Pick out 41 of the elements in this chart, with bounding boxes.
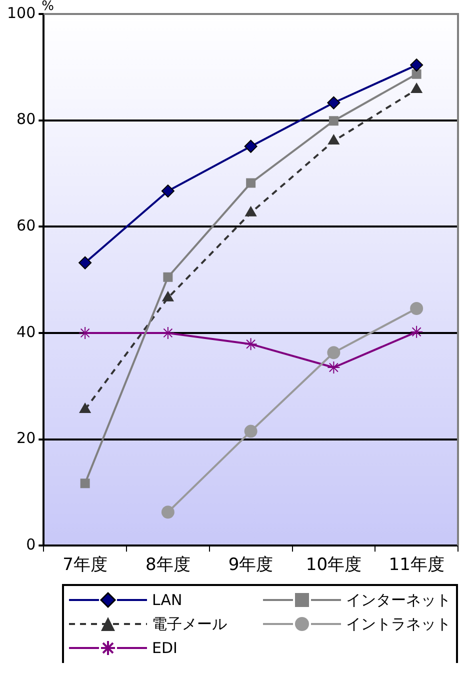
point bbox=[412, 69, 422, 79]
point bbox=[410, 302, 424, 316]
y-tick-label: 100 bbox=[6, 4, 36, 22]
x-tick-label: 7年度 bbox=[62, 555, 108, 576]
legend-label: イントラネット bbox=[346, 614, 451, 634]
point bbox=[244, 338, 258, 351]
point bbox=[78, 256, 92, 270]
y-tick-label: 20 bbox=[16, 429, 36, 448]
point bbox=[244, 140, 258, 153]
y-tick-label: 60 bbox=[16, 216, 36, 235]
point bbox=[162, 291, 174, 302]
point bbox=[161, 184, 174, 198]
y-tick-label: 80 bbox=[16, 110, 36, 128]
legend-label: EDI bbox=[152, 639, 178, 657]
point bbox=[410, 58, 424, 72]
point bbox=[245, 206, 257, 216]
point bbox=[161, 506, 174, 519]
point bbox=[246, 178, 256, 188]
point bbox=[80, 478, 90, 488]
x-tick-label: 8年度 bbox=[146, 555, 190, 576]
point bbox=[410, 325, 424, 338]
x-tick-label: 9年度 bbox=[228, 555, 274, 576]
point bbox=[410, 82, 422, 93]
point bbox=[327, 361, 340, 374]
legend-label: インターネット bbox=[346, 590, 451, 610]
point bbox=[244, 424, 258, 438]
y-axis-title: % bbox=[42, 0, 54, 14]
point bbox=[328, 116, 338, 126]
point bbox=[79, 403, 91, 414]
point bbox=[161, 326, 174, 340]
legend-label: LAN bbox=[152, 591, 182, 609]
point bbox=[328, 134, 340, 145]
point bbox=[327, 96, 340, 110]
point bbox=[327, 346, 340, 360]
y-tick-label: 40 bbox=[16, 322, 36, 341]
point bbox=[163, 272, 173, 282]
legend-label: 電子メール bbox=[152, 614, 227, 634]
x-tick-label: 10年度 bbox=[306, 555, 362, 576]
point bbox=[78, 326, 92, 340]
x-tick-label: 11年度 bbox=[388, 555, 444, 576]
y-tick-label: 0 bbox=[26, 535, 36, 554]
